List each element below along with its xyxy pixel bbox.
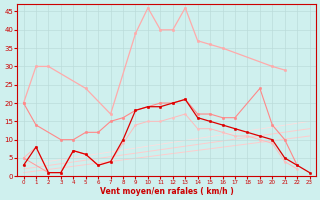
X-axis label: Vent moyen/en rafales ( km/h ): Vent moyen/en rafales ( km/h )	[100, 187, 234, 196]
